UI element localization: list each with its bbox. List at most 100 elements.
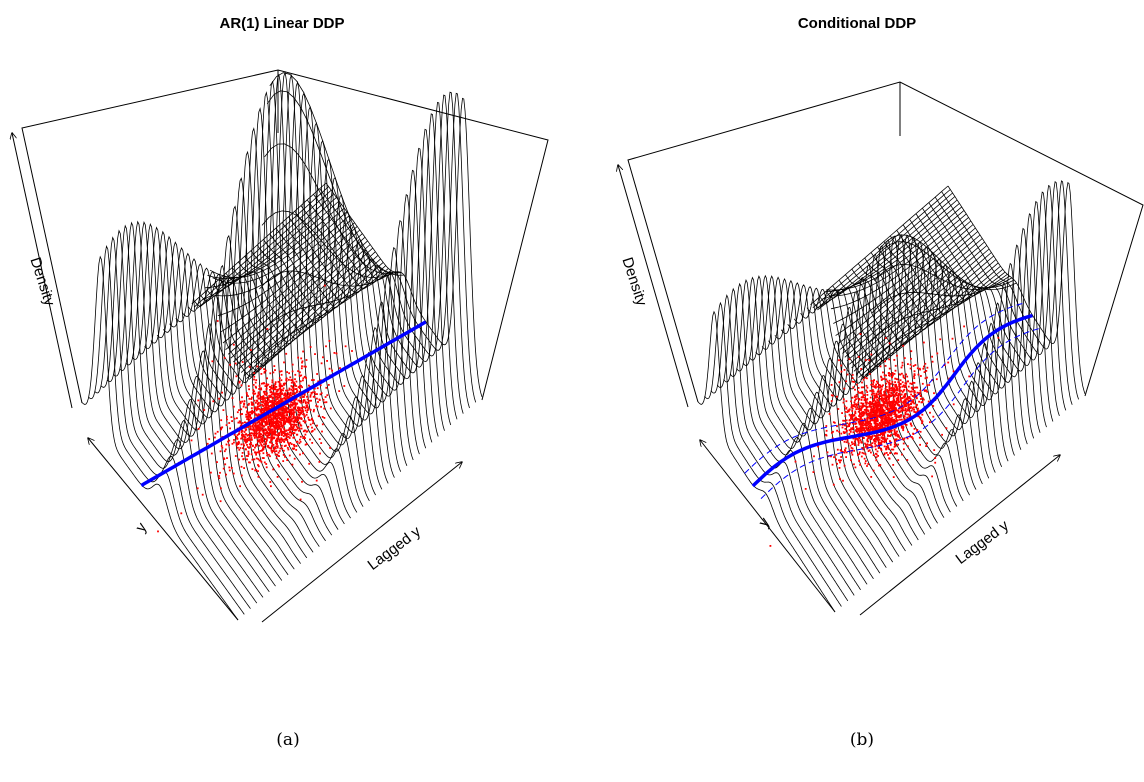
- sample-point: [287, 441, 289, 444]
- sample-point: [252, 384, 255, 386]
- sample-point: [273, 416, 276, 418]
- sample-point: [249, 427, 252, 430]
- sample-point: [276, 446, 279, 449]
- sample-point: [288, 372, 290, 375]
- sample-points: [157, 284, 353, 533]
- sample-point: [313, 391, 316, 394]
- sample-point: [287, 448, 290, 451]
- sample-point: [883, 433, 886, 436]
- sample-point: [282, 416, 285, 418]
- sample-point: [887, 419, 889, 421]
- sample-point: [248, 420, 250, 423]
- sample-point: [292, 390, 295, 392]
- sample-point: [304, 433, 307, 436]
- sample-point: [298, 427, 301, 430]
- sample-point: [274, 402, 277, 405]
- sample-point: [277, 400, 279, 403]
- sample-point: [862, 414, 864, 417]
- sample-point: [250, 443, 253, 446]
- sample-point: [858, 451, 861, 454]
- sample-point: [241, 455, 243, 458]
- sample-point: [285, 429, 288, 432]
- sample-point: [309, 346, 312, 348]
- sample-point: [257, 413, 260, 416]
- sample-point: [907, 389, 910, 392]
- sample-point: [320, 362, 323, 365]
- sample-point: [863, 417, 866, 420]
- sample-point: [877, 397, 880, 400]
- sample-point: [246, 434, 249, 437]
- sample-point: [270, 429, 272, 432]
- sample-point: [263, 397, 266, 399]
- sample-point: [907, 408, 910, 411]
- sample-point: [291, 417, 293, 420]
- sample-point: [290, 413, 292, 415]
- sample-point: [812, 471, 815, 473]
- sample-point: [867, 426, 870, 428]
- sample-point: [275, 415, 277, 418]
- sample-point: [880, 375, 882, 378]
- sample-point: [848, 419, 851, 422]
- sample-point: [259, 441, 262, 444]
- sample-point: [869, 420, 872, 422]
- sample-point: [859, 412, 862, 415]
- sample-point: [236, 443, 238, 446]
- sample-point: [883, 377, 886, 380]
- sample-point: [295, 403, 298, 405]
- density-slice: [716, 287, 855, 596]
- sample-point: [321, 423, 324, 426]
- sample-point: [887, 425, 889, 427]
- sample-point: [891, 389, 893, 392]
- sample-point: [826, 451, 829, 454]
- sample-point: [853, 401, 856, 404]
- sample-point: [883, 409, 886, 412]
- sample-point: [260, 427, 263, 429]
- sample-point: [844, 431, 846, 434]
- density-axis-arrow: [618, 165, 689, 408]
- y-axis-arrow: [700, 440, 836, 613]
- sample-point: [285, 418, 288, 421]
- sample-point: [893, 452, 896, 455]
- sample-point: [841, 426, 844, 429]
- sample-point: [907, 363, 909, 365]
- sample-point: [875, 434, 878, 437]
- sample-point: [282, 422, 285, 424]
- sample-point: [272, 444, 275, 446]
- sample-point: [265, 388, 268, 391]
- sample-point: [276, 425, 279, 427]
- sample-point: [335, 352, 338, 355]
- sample-point: [907, 406, 910, 409]
- sample-point: [845, 407, 847, 410]
- sample-point: [867, 409, 869, 412]
- sample-point: [307, 391, 310, 393]
- sample-point: [254, 469, 257, 472]
- sample-point: [287, 418, 289, 420]
- sample-point: [281, 438, 284, 441]
- sample-point: [271, 400, 273, 402]
- sample-point: [294, 398, 297, 400]
- sample-point: [289, 376, 292, 379]
- sample-point: [899, 394, 902, 396]
- sample-point: [879, 434, 881, 436]
- sample-point: [300, 409, 302, 412]
- sample-point: [867, 423, 870, 426]
- sample-point: [268, 429, 271, 432]
- sample-point: [896, 402, 899, 404]
- sample-point: [292, 420, 294, 423]
- sample-point: [269, 447, 272, 450]
- sample-point: [847, 409, 849, 412]
- sample-point: [862, 420, 864, 423]
- sample-point: [331, 369, 333, 372]
- surface-mesh-line: [238, 247, 374, 370]
- sample-point: [285, 420, 288, 423]
- sample-point: [857, 442, 860, 444]
- sample-point: [892, 448, 895, 451]
- sample-point: [901, 397, 904, 399]
- sample-point: [259, 429, 261, 432]
- sample-point: [857, 444, 860, 446]
- sample-point: [933, 449, 936, 451]
- sample-point: [305, 413, 308, 416]
- sample-point: [238, 432, 241, 435]
- sample-point: [297, 414, 300, 416]
- sample-point: [900, 425, 903, 428]
